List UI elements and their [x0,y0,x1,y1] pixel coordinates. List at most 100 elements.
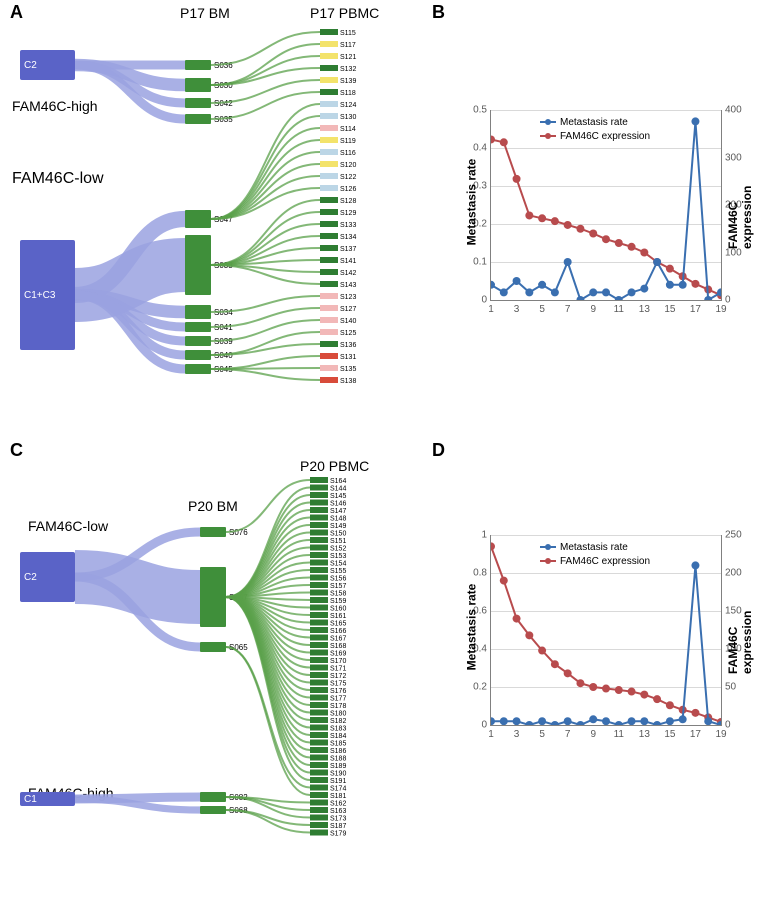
svg-text:S137: S137 [340,246,356,253]
svg-text:S182: S182 [330,718,346,725]
label-p17-bm: P17 BM [180,5,230,21]
svg-text:S124: S124 [340,102,356,109]
svg-text:S159: S159 [330,598,346,605]
legend-d-met-text: Metastasis rate [560,542,628,553]
svg-text:S139: S139 [340,78,356,85]
svg-text:S134: S134 [340,234,356,241]
svg-text:S179: S179 [330,831,346,838]
svg-text:S145: S145 [330,493,346,500]
svg-text:S152: S152 [330,546,346,553]
axis-right-d: FAM46C expression [726,594,754,674]
svg-text:S160: S160 [330,606,346,613]
svg-text:S155: S155 [330,568,346,575]
svg-text:C2: C2 [24,572,37,583]
svg-text:S176: S176 [330,688,346,695]
legend-d: Metastasis rate FAM46C expression [540,540,650,568]
sankey-c: C2C1S076S067S065S082S068S164S144S145S146… [10,472,410,872]
legend-b-fam-text: FAM46C expression [560,131,650,142]
svg-text:S129: S129 [340,210,356,217]
svg-text:S175: S175 [330,681,346,688]
svg-text:S143: S143 [340,282,356,289]
svg-text:S169: S169 [330,651,346,658]
svg-text:S188: S188 [330,756,346,763]
svg-text:C1: C1 [24,794,37,805]
svg-text:S147: S147 [330,508,346,515]
svg-text:S114: S114 [340,126,356,133]
axis-left-d: Metastasis rate [464,584,478,671]
panel-label-b: B [432,2,445,23]
svg-text:S161: S161 [330,613,346,620]
svg-text:S190: S190 [330,771,346,778]
svg-text:S158: S158 [330,591,346,598]
legend-d-met: Metastasis rate [540,540,650,554]
legend-d-fam: FAM46C expression [540,554,650,568]
svg-text:S120: S120 [340,162,356,169]
svg-text:S132: S132 [340,66,356,73]
svg-text:S191: S191 [330,778,346,785]
svg-text:S123: S123 [340,294,356,301]
svg-text:S189: S189 [330,763,346,770]
svg-text:S149: S149 [330,523,346,530]
panel-label-c: C [10,440,23,461]
svg-text:S135: S135 [340,366,356,373]
legend-d-fam-text: FAM46C expression [560,556,650,567]
svg-text:S150: S150 [330,531,346,538]
svg-text:S165: S165 [330,621,346,628]
svg-text:S125: S125 [340,330,356,337]
svg-text:S172: S172 [330,673,346,680]
svg-text:S126: S126 [340,186,356,193]
svg-text:S185: S185 [330,741,346,748]
svg-text:S148: S148 [330,516,346,523]
svg-text:S116: S116 [340,150,356,157]
svg-text:S167: S167 [330,636,346,643]
legend-b-met: Metastasis rate [540,115,650,129]
svg-text:S146: S146 [330,501,346,508]
svg-text:S173: S173 [330,816,346,823]
svg-text:S178: S178 [330,703,346,710]
svg-text:S164: S164 [330,478,346,485]
svg-text:S183: S183 [330,726,346,733]
svg-text:S133: S133 [340,222,356,229]
svg-text:S136: S136 [340,342,356,349]
svg-text:S187: S187 [330,823,346,830]
svg-text:S122: S122 [340,174,356,181]
svg-text:S144: S144 [330,486,346,493]
svg-text:S166: S166 [330,628,346,635]
svg-text:S142: S142 [340,270,356,277]
svg-text:C1+C3: C1+C3 [24,290,56,301]
svg-text:S181: S181 [330,793,346,800]
svg-text:C2: C2 [24,60,37,71]
svg-text:S115: S115 [340,30,356,37]
svg-text:S131: S131 [340,354,356,361]
svg-text:S154: S154 [330,561,346,568]
svg-text:S127: S127 [340,306,356,313]
svg-text:S141: S141 [340,258,356,265]
svg-text:S171: S171 [330,666,346,673]
axis-right-b: FAM46C expression [726,169,754,249]
svg-text:S117: S117 [340,42,356,49]
label-p17-pbmc: P17 PBMC [310,5,379,21]
svg-text:S140: S140 [340,318,356,325]
svg-text:S119: S119 [340,138,356,145]
axis-left-b: Metastasis rate [464,159,478,246]
svg-text:S174: S174 [330,786,346,793]
svg-text:S186: S186 [330,748,346,755]
svg-text:S157: S157 [330,583,346,590]
svg-text:S130: S130 [340,114,356,121]
svg-text:S162: S162 [330,801,346,808]
svg-text:S180: S180 [330,711,346,718]
panel-label-d: D [432,440,445,461]
svg-text:S163: S163 [330,808,346,815]
legend-b: Metastasis rate FAM46C expression [540,115,650,143]
svg-text:S156: S156 [330,576,346,583]
svg-text:S177: S177 [330,696,346,703]
legend-b-fam: FAM46C expression [540,129,650,143]
svg-text:S121: S121 [340,54,356,61]
svg-text:S168: S168 [330,643,346,650]
svg-text:S153: S153 [330,553,346,560]
svg-text:S151: S151 [330,538,346,545]
svg-text:S170: S170 [330,658,346,665]
svg-text:S138: S138 [340,378,356,385]
legend-b-met-text: Metastasis rate [560,117,628,128]
svg-text:S118: S118 [340,90,356,97]
